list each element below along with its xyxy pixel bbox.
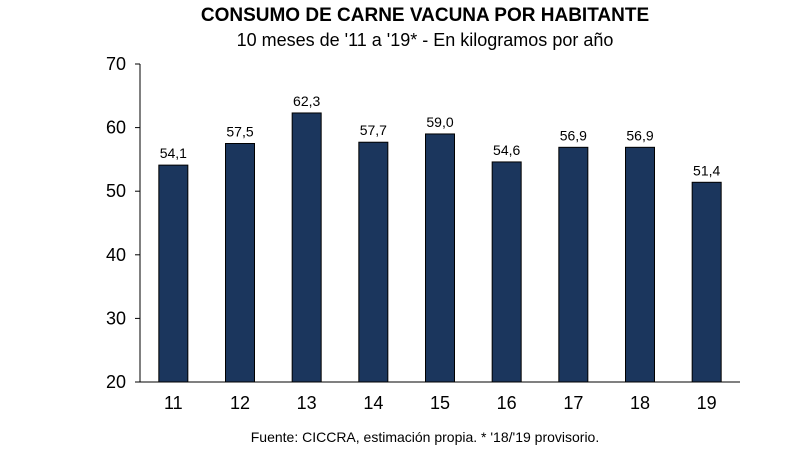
y-tick-label: 20 (106, 372, 126, 392)
x-tick-label: 14 (363, 393, 383, 413)
bar (625, 146, 655, 383)
x-tick-label: 19 (697, 393, 717, 413)
y-tick-label: 50 (106, 181, 126, 201)
x-tick-label: 15 (430, 393, 450, 413)
bar (158, 164, 189, 383)
data-label: 57,7 (360, 122, 387, 138)
data-label: 59,0 (426, 114, 453, 130)
y-tick-label: 30 (106, 308, 126, 328)
x-tick-label: 12 (230, 393, 250, 413)
x-tick-label: 18 (630, 393, 650, 413)
x-tick-label: 16 (497, 393, 517, 413)
chart-title: CONSUMO DE CARNE VACUNA POR HABITANTE (201, 5, 649, 26)
bar (291, 112, 322, 383)
x-tick-label: 11 (164, 393, 183, 413)
y-tick-label: 60 (106, 118, 126, 138)
x-tick-label: 13 (297, 393, 317, 413)
bar (558, 146, 589, 383)
x-tick-label: 17 (563, 393, 583, 413)
plot-area: 20 30 40 50 60 70 54,1 11 57,5 12 62,3 13 57,7 14 59,0… (106, 54, 740, 413)
bar (691, 181, 722, 383)
data-label: 56,9 (626, 127, 653, 143)
bar (225, 143, 255, 383)
bar (425, 133, 455, 383)
bar (358, 141, 389, 383)
chart-subtitle: 10 meses de '11 a '19* - En kilogramos p… (237, 30, 614, 50)
data-label: 56,9 (560, 127, 587, 143)
source-note: Fuente: CICCRA, estimación propia. * '18… (251, 429, 600, 445)
data-label: 54,1 (160, 145, 187, 161)
data-label: 57,5 (226, 124, 253, 140)
data-label: 54,6 (493, 142, 520, 158)
data-label: 51,4 (693, 162, 720, 178)
y-tick-label: 70 (106, 54, 126, 74)
bar (491, 161, 522, 383)
data-label: 62,3 (293, 93, 320, 109)
y-tick-label: 40 (106, 245, 126, 265)
